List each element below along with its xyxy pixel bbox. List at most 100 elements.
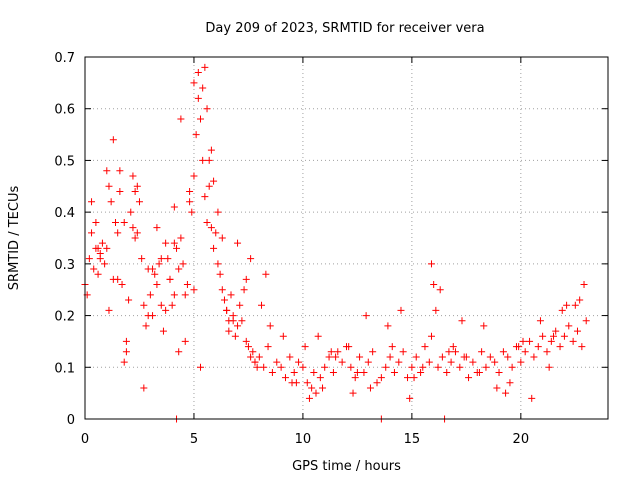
data-point xyxy=(273,358,281,366)
data-point xyxy=(578,343,586,351)
data-point xyxy=(417,368,425,376)
data-point xyxy=(528,394,536,402)
data-point xyxy=(299,363,307,371)
data-point xyxy=(279,332,287,340)
y-tick-label: 0 xyxy=(67,413,75,428)
data-point xyxy=(580,281,588,289)
data-point xyxy=(325,353,333,361)
data-point xyxy=(458,317,466,325)
y-tick-label: 0.6 xyxy=(54,103,75,118)
data-point xyxy=(140,301,148,309)
data-point xyxy=(316,374,324,382)
data-point xyxy=(203,105,211,113)
data-point xyxy=(332,353,340,361)
data-point xyxy=(560,332,568,340)
data-point xyxy=(295,358,303,366)
data-point xyxy=(260,363,268,371)
data-point xyxy=(190,172,198,180)
data-point xyxy=(210,177,218,185)
x-tick-label: 20 xyxy=(513,432,530,447)
data-point xyxy=(125,296,133,304)
data-point xyxy=(85,255,93,263)
data-point xyxy=(203,218,211,226)
data-point xyxy=(214,260,222,268)
data-point xyxy=(249,348,257,356)
data-point xyxy=(190,286,198,294)
data-point xyxy=(227,291,235,299)
data-point xyxy=(545,363,553,371)
data-point xyxy=(475,368,483,376)
data-point xyxy=(234,322,242,330)
data-point xyxy=(388,343,396,351)
data-point xyxy=(366,384,374,392)
data-point xyxy=(384,322,392,330)
data-point xyxy=(382,363,390,371)
data-point xyxy=(210,244,218,252)
data-point xyxy=(443,368,451,376)
data-point xyxy=(301,343,309,351)
data-point xyxy=(427,332,435,340)
data-point xyxy=(112,218,120,226)
data-point xyxy=(430,281,438,289)
data-point xyxy=(521,348,529,356)
data-point xyxy=(552,327,560,335)
data-point xyxy=(242,275,250,283)
data-point xyxy=(406,394,414,402)
data-point xyxy=(190,79,198,87)
data-point xyxy=(205,182,213,190)
data-point xyxy=(502,389,510,397)
data-point xyxy=(480,322,488,330)
data-point xyxy=(377,374,385,382)
data-point xyxy=(517,358,525,366)
data-point xyxy=(218,234,226,242)
data-point xyxy=(369,348,377,356)
x-axis-label: GPS time / hours xyxy=(292,459,401,474)
data-point xyxy=(201,63,209,71)
data-point xyxy=(170,239,178,247)
data-point xyxy=(438,353,446,361)
data-point xyxy=(247,255,255,263)
data-point xyxy=(427,260,435,268)
data-point xyxy=(447,358,455,366)
data-point xyxy=(268,368,276,376)
data-point xyxy=(181,337,189,345)
data-point xyxy=(262,270,270,278)
data-point xyxy=(107,198,115,206)
data-point xyxy=(312,389,320,397)
x-tick-label: 0 xyxy=(81,432,89,447)
data-point xyxy=(120,218,128,226)
data-point xyxy=(251,358,259,366)
data-point xyxy=(425,358,433,366)
data-point xyxy=(192,131,200,139)
data-point xyxy=(519,337,527,345)
data-point xyxy=(253,363,261,371)
data-point xyxy=(194,94,202,102)
data-point xyxy=(159,327,167,335)
data-point xyxy=(499,348,507,356)
data-point xyxy=(103,167,111,175)
data-point xyxy=(127,208,135,216)
data-point xyxy=(153,224,161,232)
data-point xyxy=(105,306,113,314)
data-point xyxy=(135,198,143,206)
x-tick-label: 15 xyxy=(404,432,421,447)
data-point xyxy=(229,317,237,325)
data-point xyxy=(565,322,573,330)
data-point xyxy=(207,146,215,154)
data-point xyxy=(234,239,242,247)
data-points xyxy=(81,63,590,423)
data-point xyxy=(240,286,248,294)
data-point xyxy=(220,296,228,304)
data-point xyxy=(506,379,514,387)
y-tick-label: 0.5 xyxy=(54,154,75,169)
data-point xyxy=(140,384,148,392)
data-point xyxy=(199,84,207,92)
data-point xyxy=(201,193,209,201)
y-tick-label: 0.3 xyxy=(54,258,75,273)
y-tick-label: 0.2 xyxy=(54,310,75,325)
data-point xyxy=(558,306,566,314)
data-point xyxy=(571,301,579,309)
data-point xyxy=(345,343,353,351)
data-point xyxy=(508,363,516,371)
data-point xyxy=(142,322,150,330)
